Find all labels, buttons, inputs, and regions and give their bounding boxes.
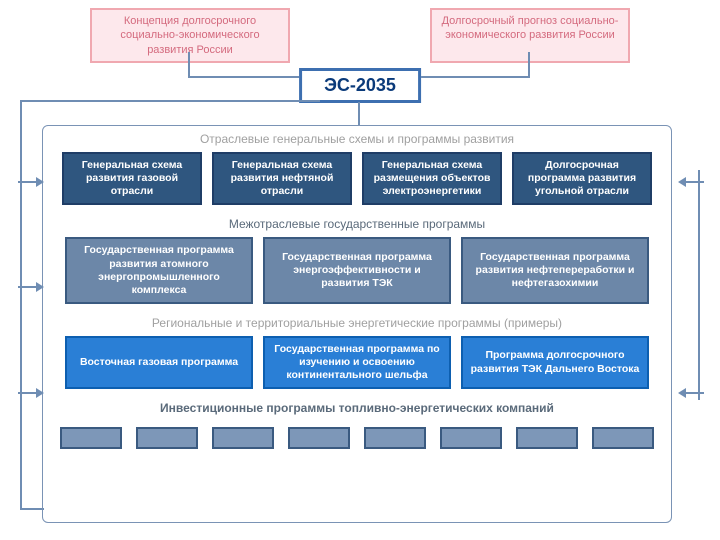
arrow-right-2 [674,388,704,398]
row-intersector: Государственная программа развития атомн… [43,237,671,304]
cell-east-gas: Восточная газовая программа [65,336,253,389]
investment-block [60,427,122,449]
investment-block [516,427,578,449]
row-investment [43,421,671,449]
cell-shelf: Государственная программа по изучению и … [263,336,451,389]
arrow-left-3 [18,388,48,398]
arrow-left-2 [18,282,48,292]
row-regional: Восточная газовая программа Государствен… [43,336,671,389]
conn-right-v [528,52,530,76]
section3-title: Региональные и территориальные энергетич… [43,310,671,336]
investment-block [440,427,502,449]
cell-oil: Генеральная схема развития нефтяной отра… [212,152,352,205]
investment-block [288,427,350,449]
top-row: Концепция долгосрочного социально-эконом… [0,0,720,63]
cell-far-east: Программа долгосрочного развития ТЭК Дал… [461,336,649,389]
main-frame: Отраслевые генеральные схемы и программы… [42,125,672,523]
section2-title: Межотраслевые государственные программы [43,211,671,237]
right-vert-line [698,170,700,400]
arrow-right-1 [674,177,704,187]
conn-center-down [358,102,360,126]
section4-title: Инвестиционные программы топливно-энерге… [43,395,671,421]
cell-electro: Генеральная схема размещения объектов эл… [362,152,502,205]
investment-block [364,427,426,449]
forecast-box: Долгосрочный прогноз социально-экономиче… [430,8,630,63]
left-bracket-top [20,100,320,102]
concept-box: Концепция долгосрочного социально-эконом… [90,8,290,63]
cell-gas: Генеральная схема развития газовой отрас… [62,152,202,205]
left-bracket-bot [20,508,44,510]
row-sector-schemes: Генеральная схема развития газовой отрас… [43,152,671,205]
investment-block [212,427,274,449]
left-bracket-vert [20,100,22,510]
investment-block [136,427,198,449]
center-es-box: ЭС-2035 [299,68,421,103]
cell-refining: Государственная программа развития нефте… [461,237,649,304]
cell-coal: Долгосрочная программа развития угольной… [512,152,652,205]
cell-atomic: Государственная программа развития атомн… [65,237,253,304]
cell-efficiency: Государственная программа энергоэффектив… [263,237,451,304]
section1-title: Отраслевые генеральные схемы и программы… [43,126,671,152]
investment-block [592,427,654,449]
conn-left-v [188,52,190,76]
arrow-left-1 [18,177,48,187]
